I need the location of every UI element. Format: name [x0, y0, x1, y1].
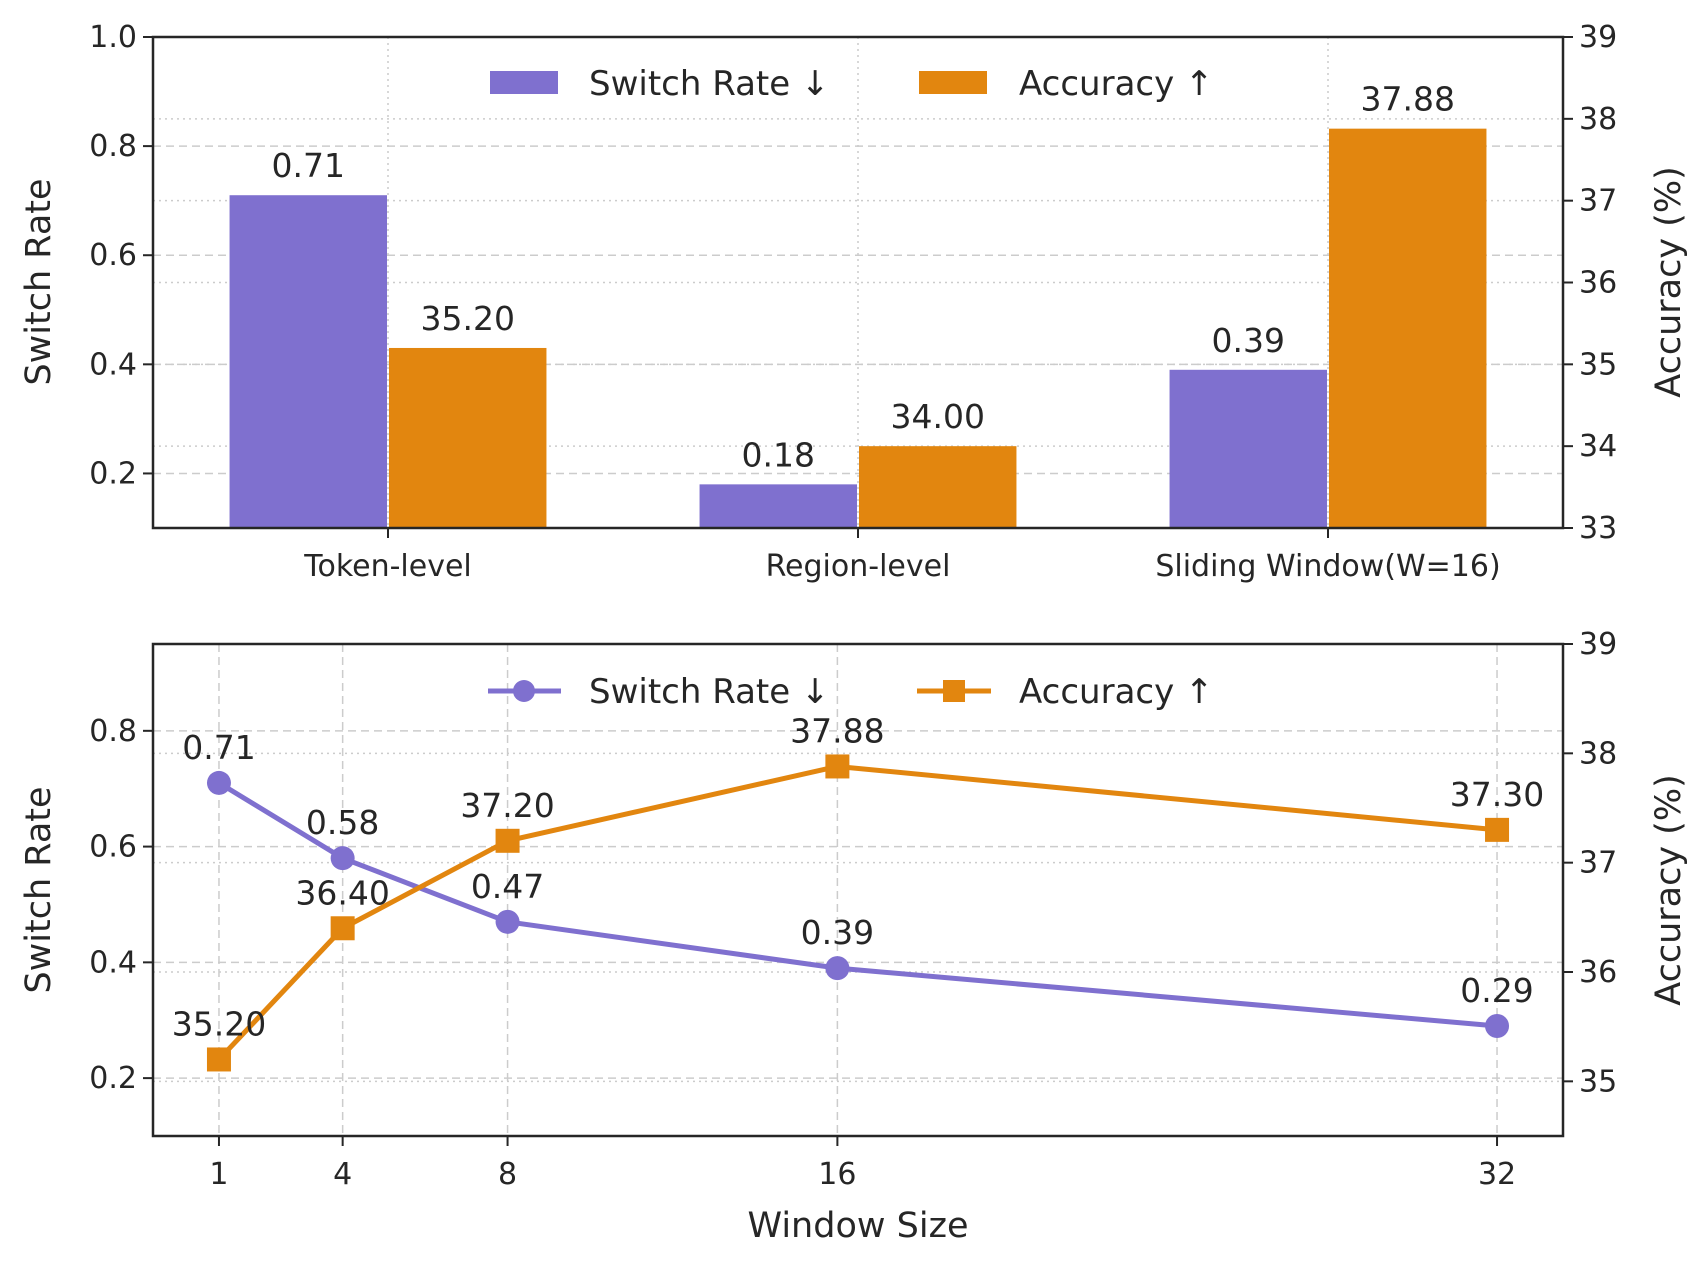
x-tick-label: 32	[1478, 1157, 1516, 1192]
y-tick-label: 0.2	[89, 456, 137, 491]
y-tick-label: 0.8	[89, 129, 137, 164]
y2-tick-label: 37	[1579, 846, 1617, 881]
y-tick-label: 0.4	[89, 347, 137, 382]
bar-chart-data-labels: 0.71 0.18 0.39 35.20 34.00 37.88	[272, 80, 1455, 475]
data-point-square	[330, 916, 355, 941]
legend-swatch-switch-rate	[490, 71, 558, 94]
point-value-label: 36.40	[295, 873, 389, 912]
bar-value-label: 0.18	[742, 435, 815, 474]
bar	[1329, 128, 1487, 529]
point-value-label: 35.20	[172, 1004, 266, 1043]
point-value-label: 0.58	[306, 803, 379, 842]
data-point-square	[825, 754, 850, 779]
y2-tick-label: 35	[1579, 1064, 1617, 1099]
point-value-label: 37.30	[1450, 775, 1544, 814]
line-chart-axes: 1 4 8 16 32 0.2 0.4 0.6 0.8 35 36 37 38 39	[89, 627, 1617, 1192]
data-point-square	[1485, 817, 1510, 842]
y2-tick-label: 33	[1579, 511, 1617, 546]
y2-tick-label: 34	[1579, 429, 1617, 464]
y-tick-label: 0.6	[89, 238, 137, 273]
y2-tick-label: 39	[1579, 627, 1617, 662]
bar	[699, 484, 857, 528]
bar-value-label: 0.71	[272, 146, 345, 185]
y2-tick-label: 39	[1579, 20, 1617, 55]
x-tick-label: 4	[333, 1157, 352, 1192]
bar-chart-axes: 0.2 0.4 0.6 0.8 1.0 33 34 35 36 37 38 39 Token-level…	[89, 20, 1617, 584]
point-value-label: 37.20	[460, 786, 554, 825]
bar-value-label: 0.39	[1212, 321, 1285, 360]
data-point-circle	[330, 846, 355, 871]
data-point-square	[206, 1047, 231, 1072]
x-tick-label: Sliding Window(W=16)	[1155, 549, 1500, 584]
legend-label-switch-rate: Switch Rate ↓	[589, 672, 829, 712]
point-value-label: 0.39	[801, 913, 874, 952]
legend-label-accuracy: Accuracy ↑	[1019, 672, 1214, 712]
bar	[389, 347, 547, 528]
y2-tick-label: 36	[1579, 955, 1617, 990]
series-line	[217, 780, 1498, 1029]
data-point-square	[495, 828, 520, 853]
bar-value-label: 34.00	[890, 397, 984, 436]
line-chart-x-axis-title: Window Size	[748, 1206, 969, 1246]
y2-tick-label: 37	[1579, 184, 1617, 219]
bar-chart-y-axis-title: Switch Rate	[19, 178, 59, 385]
bar-value-label: 37.88	[1360, 80, 1454, 119]
line-chart-legend: Switch Rate ↓ Accuracy ↑	[488, 672, 1214, 712]
y2-tick-label: 38	[1579, 102, 1617, 137]
line-chart-y-axis-title: Switch Rate	[19, 786, 59, 993]
y2-tick-label: 36	[1579, 266, 1617, 301]
x-tick-label: 8	[498, 1157, 517, 1192]
legend-label-switch-rate: Switch Rate ↓	[589, 64, 829, 104]
y2-tick-label: 35	[1579, 347, 1617, 382]
legend-label-accuracy: Accuracy ↑	[1019, 64, 1214, 104]
point-value-label: 37.88	[790, 711, 884, 750]
legend-marker-circle	[513, 680, 535, 702]
line-chart-y2-axis-title: Accuracy (%)	[1649, 774, 1689, 1005]
data-point-circle	[1485, 1014, 1510, 1039]
line-chart-frame	[151, 642, 1565, 1138]
y-tick-label: 0.8	[89, 714, 137, 749]
x-tick-label: Token-level	[303, 549, 472, 584]
bar-chart-y2-axis-title: Accuracy (%)	[1649, 166, 1689, 397]
bar	[859, 446, 1017, 528]
point-value-label: 0.71	[182, 728, 255, 767]
legend-marker-square	[943, 680, 965, 702]
bar	[1169, 369, 1327, 528]
x-tick-label: 1	[209, 1157, 228, 1192]
y-tick-label: 1.0	[89, 20, 137, 55]
y2-tick-label: 38	[1579, 736, 1617, 771]
point-value-label: 0.47	[471, 867, 544, 906]
line-chart-data-labels: 0.71 0.58 0.47 0.39 0.29 35.20 36.40 37.20 37.88…	[172, 711, 1545, 1043]
data-point-circle	[825, 956, 850, 981]
bar	[229, 195, 387, 528]
data-point-circle	[495, 909, 520, 934]
y-tick-label: 0.4	[89, 945, 137, 980]
point-value-label: 0.29	[1460, 971, 1533, 1010]
bar-value-label: 35.20	[420, 299, 514, 338]
bar-chart-bars	[229, 128, 1487, 529]
line-chart-series	[206, 754, 1510, 1072]
x-tick-label: Region-level	[766, 549, 951, 584]
y-tick-label: 0.6	[89, 830, 137, 865]
bar-chart-panel: 0.2 0.4 0.6 0.8 1.0 33 34 35 36 37 38 39 Token-level…	[19, 20, 1689, 584]
bar-chart-legend: Switch Rate ↓ Accuracy ↑	[490, 64, 1214, 104]
data-point-circle	[206, 770, 231, 795]
x-tick-label: 16	[818, 1157, 856, 1192]
legend-swatch-accuracy	[919, 71, 987, 94]
y-tick-label: 0.2	[89, 1061, 137, 1096]
